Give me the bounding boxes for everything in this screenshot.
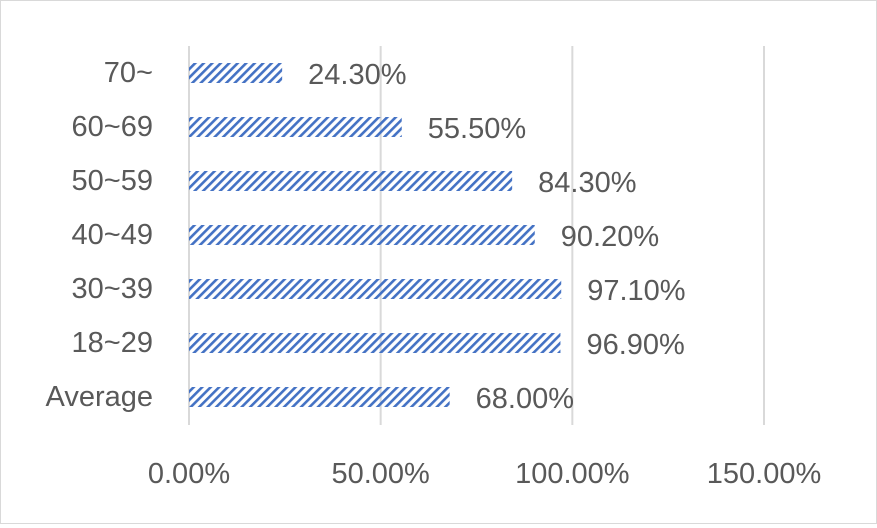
category-label: Average bbox=[46, 381, 154, 413]
bar-4 bbox=[189, 279, 562, 299]
category-label: 40~49 bbox=[72, 219, 153, 251]
x-tick-label: 50.00% bbox=[331, 458, 429, 490]
bar-6 bbox=[189, 387, 450, 407]
data-label: 55.50% bbox=[428, 113, 526, 145]
category-label: 50~59 bbox=[72, 165, 153, 197]
data-label: 96.90% bbox=[586, 329, 684, 361]
x-tick-label: 150.00% bbox=[707, 458, 822, 490]
data-label: 97.10% bbox=[587, 275, 685, 307]
data-label: 90.20% bbox=[561, 221, 659, 253]
bars bbox=[189, 63, 562, 407]
x-tick-label: 100.00% bbox=[515, 458, 630, 490]
bar-0 bbox=[189, 63, 283, 83]
category-label: 18~29 bbox=[72, 327, 153, 359]
category-labels: 70~ 60~69 50~59 40~49 30~39 18~29 Average bbox=[46, 57, 154, 413]
category-label: 70~ bbox=[104, 57, 153, 89]
category-label: 60~69 bbox=[72, 111, 153, 143]
category-label: 30~39 bbox=[72, 273, 153, 305]
bar-3 bbox=[189, 225, 535, 245]
x-tick-label: 0.00% bbox=[148, 458, 230, 490]
value-labels: 24.30% 55.50% 84.30% 90.20% 97.10% 96.90% 68.0… bbox=[308, 59, 685, 415]
x-axis-tick-labels: 0.00% 50.00% 100.00% 150.00% bbox=[148, 458, 821, 490]
data-label: 84.30% bbox=[538, 167, 636, 199]
bar-5 bbox=[189, 333, 561, 353]
bar-1 bbox=[189, 117, 402, 137]
data-label: 68.00% bbox=[476, 383, 574, 415]
bar-2 bbox=[189, 171, 513, 191]
data-label: 24.30% bbox=[308, 59, 406, 91]
